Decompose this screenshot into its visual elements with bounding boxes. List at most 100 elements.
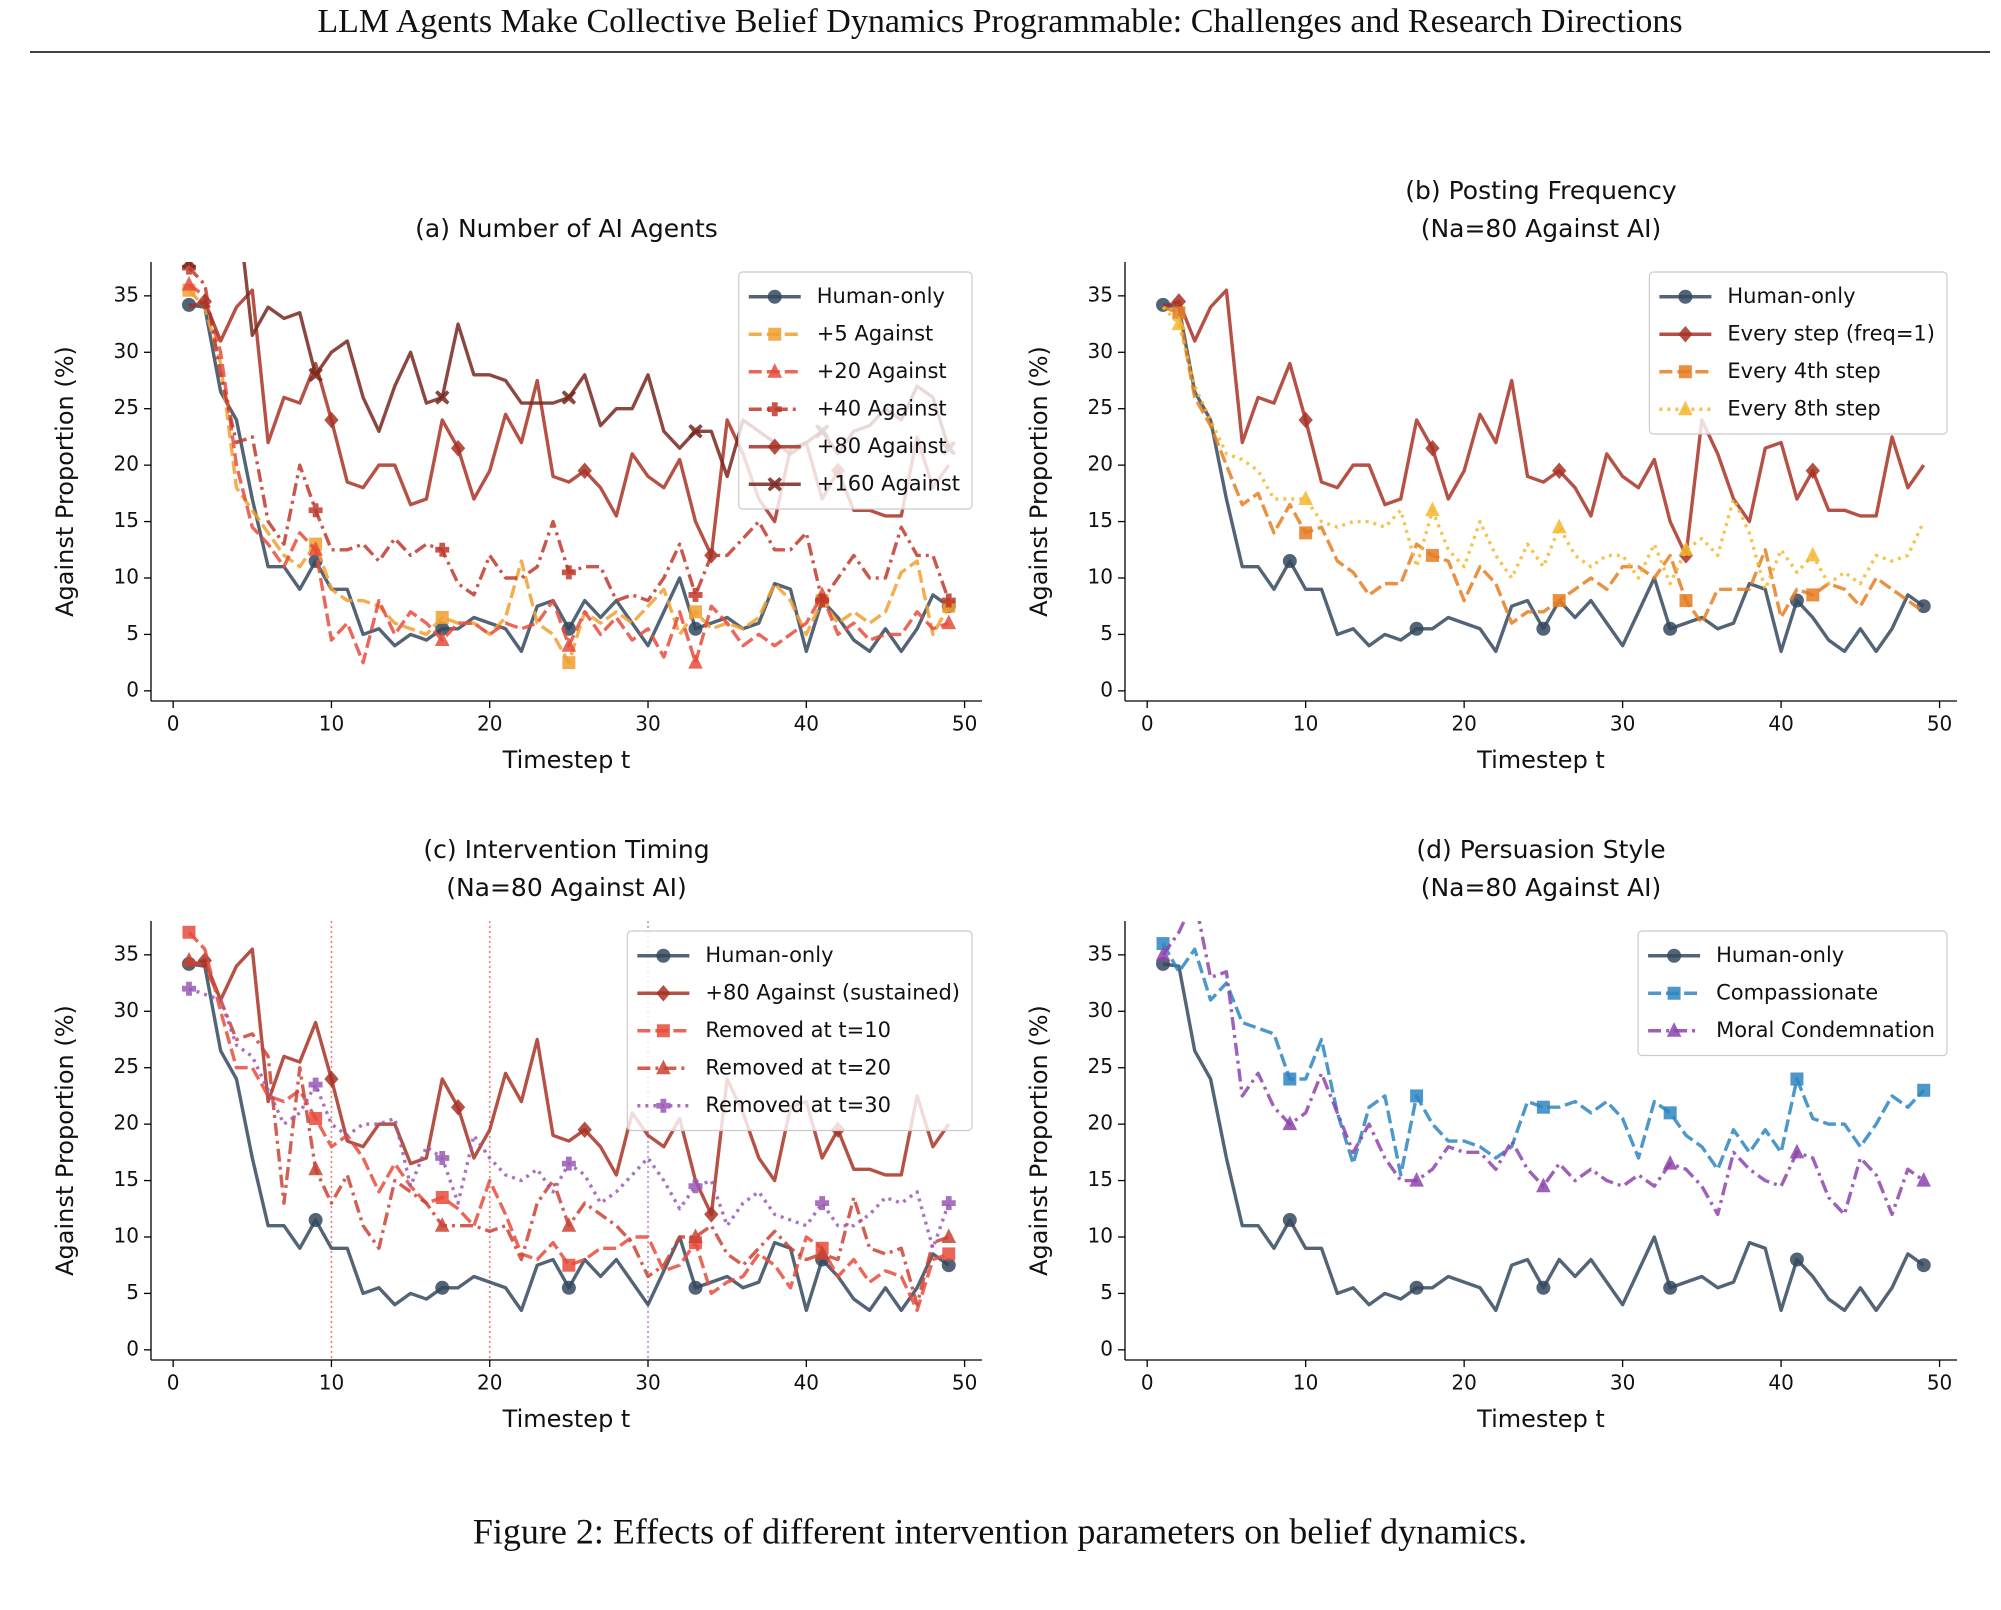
x-tick-label: 0: [1141, 1371, 1154, 1395]
marker: [815, 1196, 830, 1211]
marker: [767, 289, 782, 304]
y-tick-label: 5: [126, 1280, 139, 1304]
running-header: LLM Agents Make Collective Belief Dynami…: [317, 3, 1682, 40]
marker: [1551, 518, 1567, 534]
x-tick-label: 10: [319, 712, 344, 736]
chart-title: (a) Number of AI Agents: [415, 214, 718, 243]
marker: [182, 925, 196, 939]
marker: [1409, 621, 1424, 636]
marker: [1806, 588, 1820, 602]
marker: [1536, 1177, 1551, 1193]
plot-area: [1156, 288, 1931, 654]
legend-frame: [1637, 930, 1948, 1057]
x-tick-label: 30: [635, 712, 660, 736]
x-tick-label: 20: [477, 712, 502, 736]
marker: [941, 593, 956, 608]
y-tick-label: 25: [1088, 1054, 1113, 1078]
x-tick-label: 40: [1768, 1371, 1793, 1395]
y-tick-label: 10: [114, 1223, 139, 1247]
plot-area: [181, 921, 957, 1360]
x-tick-label: 0: [1141, 712, 1154, 736]
legend-label: Human-only: [817, 284, 945, 308]
marker: [1298, 411, 1313, 429]
y-tick-label: 20: [114, 1111, 139, 1135]
x-tick-label: 50: [952, 712, 977, 736]
marker: [941, 1228, 957, 1243]
marker: [704, 547, 719, 564]
figure-caption: Figure 2: Effects of different intervent…: [473, 1511, 1527, 1551]
x-tick-label: 50: [1927, 1371, 1952, 1395]
x-tick-label: 50: [952, 1371, 977, 1395]
legend-label: +20 Against: [817, 359, 947, 383]
y-axis-label: Against Proportion (%): [1025, 1005, 1053, 1276]
marker: [1790, 1072, 1804, 1086]
marker: [181, 262, 197, 270]
chart-subtitle: (Na=80 Against AI): [1421, 873, 1662, 902]
x-tick-label: 40: [794, 712, 819, 736]
marker: [577, 462, 592, 480]
series-line: [188, 947, 951, 1217]
x-tick-label: 10: [1293, 1371, 1318, 1395]
marker: [688, 1179, 703, 1194]
marker: [688, 654, 703, 669]
marker: [1425, 501, 1440, 517]
marker: [434, 1217, 450, 1232]
y-tick-label: 0: [1100, 1336, 1113, 1360]
marker: [1282, 1213, 1297, 1228]
marker: [815, 593, 830, 608]
x-tick-label: 0: [167, 712, 180, 736]
marker: [767, 438, 782, 456]
marker: [814, 1245, 830, 1260]
marker: [561, 637, 577, 652]
marker: [1282, 1115, 1298, 1131]
marker: [324, 411, 339, 429]
marker: [577, 1121, 592, 1139]
y-tick-label: 10: [1088, 1223, 1113, 1247]
legend-label: Every 4th step: [1727, 359, 1880, 383]
x-axis-label: Timestep t: [1476, 1405, 1605, 1433]
marker: [1663, 1106, 1677, 1120]
x-axis-label: Timestep t: [502, 746, 631, 774]
marker: [1916, 1258, 1931, 1273]
marker: [435, 1150, 450, 1165]
marker: [1678, 289, 1693, 304]
legend: Human-only +80 Against (sustained) Removed…: [626, 930, 973, 1132]
marker: [1916, 1171, 1932, 1187]
y-axis-label: Against Proportion (%): [51, 1005, 79, 1276]
marker: [1410, 1089, 1424, 1103]
marker: [688, 1280, 703, 1295]
marker: [942, 1247, 956, 1261]
x-tick-label: 0: [167, 1371, 180, 1395]
chart-title: (d) Persuasion Style: [1416, 835, 1665, 864]
chart-panel: (b) Posting Frequency (Na=80 Against AI) 0…: [1025, 176, 1957, 774]
y-tick-label: 10: [114, 564, 139, 588]
marker: [1409, 1280, 1424, 1295]
marker: [1805, 462, 1820, 480]
marker: [688, 621, 703, 636]
x-tick-label: 50: [1927, 712, 1952, 736]
x-axis-label: Timestep t: [502, 1405, 631, 1433]
chart-title: (b) Posting Frequency: [1405, 176, 1677, 205]
marker: [1678, 365, 1692, 379]
legend-label: Human-only: [1727, 284, 1855, 308]
legend: Human-only Every step (freq=1) Every 4th s…: [1648, 271, 1948, 435]
x-tick-label: 10: [1293, 712, 1318, 736]
chart-subtitle: (Na=80 Against AI): [1421, 214, 1662, 243]
legend-frame: [738, 271, 973, 510]
marker: [1298, 490, 1313, 505]
marker: [309, 1111, 323, 1125]
legend-label: Moral Condemnation: [1716, 1018, 1935, 1042]
y-tick-label: 30: [114, 339, 139, 363]
marker: [1667, 986, 1681, 1000]
legend-label: +5 Against: [817, 321, 934, 345]
marker: [561, 1156, 576, 1171]
x-tick-label: 30: [1610, 1371, 1635, 1395]
legend-label: Removed at t=20: [705, 1055, 891, 1079]
marker: [767, 477, 782, 492]
marker: [1917, 1083, 1931, 1097]
marker: [767, 402, 782, 417]
x-tick-label: 30: [635, 1371, 660, 1395]
marker: [562, 656, 576, 670]
y-tick-label: 15: [1088, 508, 1113, 532]
